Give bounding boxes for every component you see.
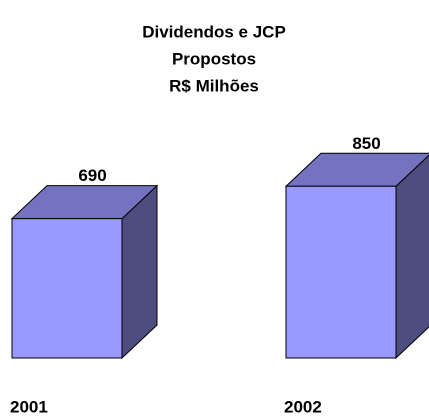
bar	[11, 218, 123, 359]
chart-title: Propostos	[172, 49, 256, 68]
x-tick-label: 2002	[284, 397, 322, 416]
value-label: 690	[78, 166, 106, 185]
x-tick-label: 2001	[10, 397, 48, 416]
bar-side	[395, 154, 429, 360]
chart-title: R$ Milhões	[169, 76, 259, 95]
value-label: 850	[352, 134, 380, 153]
chart-title: Dividendos e JCP	[142, 22, 286, 41]
bar	[285, 185, 397, 359]
